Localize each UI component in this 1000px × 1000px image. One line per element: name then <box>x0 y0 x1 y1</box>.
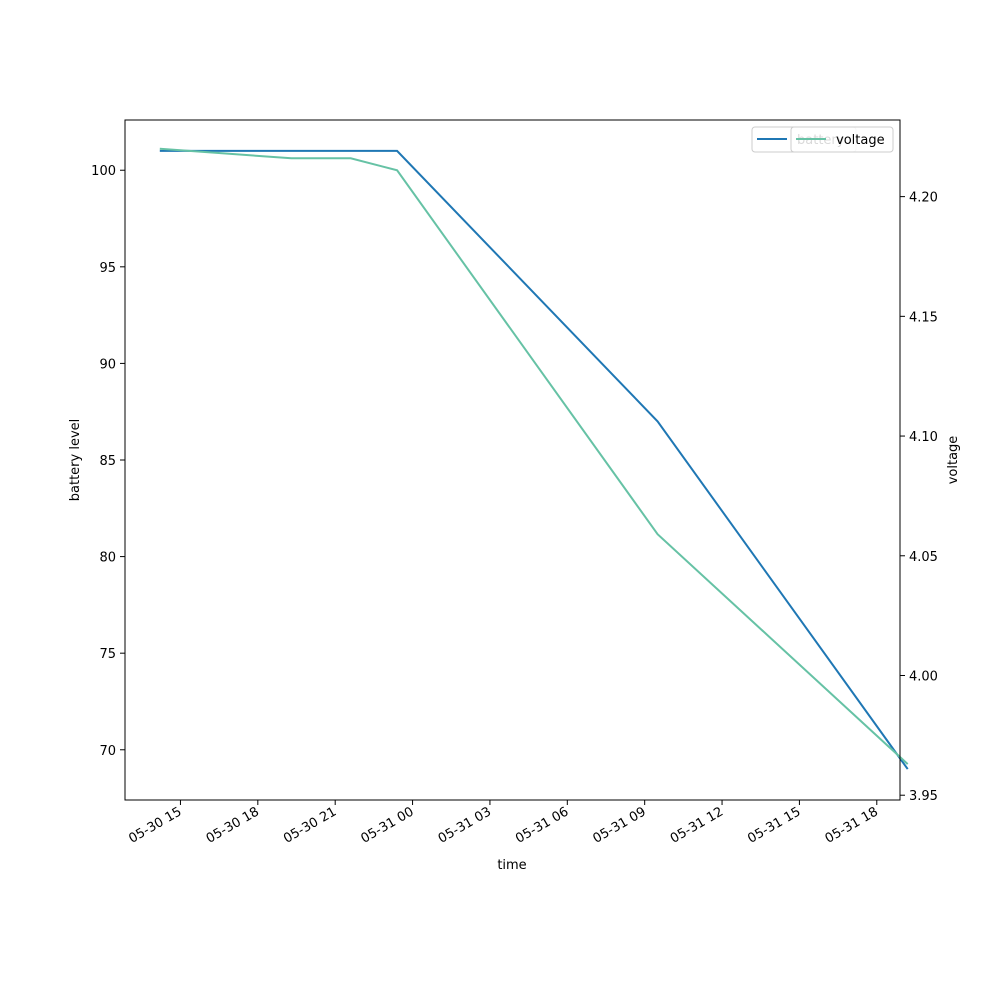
battery-point <box>906 767 910 771</box>
y-left-tick-label: 70 <box>99 744 116 759</box>
voltage-point <box>906 762 910 766</box>
voltage-point <box>158 147 162 151</box>
voltage-point <box>656 532 660 536</box>
x-axis-title: time <box>497 858 526 873</box>
battery-points <box>158 149 910 771</box>
y-left-tick-label: 90 <box>99 357 116 372</box>
x-tick-label: 05-31 03 <box>436 804 494 846</box>
x-tick-label: 05-30 15 <box>126 804 184 846</box>
x-tick-label: 05-31 00 <box>358 804 416 846</box>
y-right-tick-label: 4.05 <box>909 550 938 565</box>
plot-frame <box>124 119 901 801</box>
y-left-tick-label: 95 <box>99 261 116 276</box>
y-right-tick-label: 4.00 <box>909 669 938 684</box>
y-axis-right-title: voltage <box>946 436 961 485</box>
x-tick-label: 05-31 09 <box>591 804 649 846</box>
y-right-tick-label: 4.10 <box>909 430 938 445</box>
x-tick-label: 05-31 06 <box>513 804 571 846</box>
y-left-tick-label: 100 <box>91 164 116 179</box>
y-right-tick-label: 4.20 <box>909 191 938 206</box>
y-left-tick-label: 75 <box>99 647 116 662</box>
y-left-tick-label: 85 <box>99 454 116 469</box>
voltage-points <box>158 147 910 766</box>
x-tick-label: 05-31 15 <box>745 804 803 846</box>
y-axis-left-title: battery level <box>68 419 83 502</box>
y-axis-right: 3.95 4.00 4.05 4.10 4.15 4.20 <box>900 191 938 804</box>
voltage-point <box>395 168 399 172</box>
y-left-tick-label: 80 <box>99 551 116 566</box>
x-tick-label: 05-30 18 <box>204 804 262 846</box>
x-tick-label: 05-31 18 <box>823 804 881 846</box>
x-tick-label: 05-30 21 <box>281 804 339 846</box>
x-axis: 05-30 15 05-30 18 05-30 21 05-31 00 05-31 03… <box>126 800 881 847</box>
y-right-tick-label: 3.95 <box>909 789 938 804</box>
voltage-point <box>349 156 353 160</box>
voltage-point <box>289 156 293 160</box>
y-axis-left: 70 75 80 85 90 95 100 <box>91 164 125 759</box>
legend-voltage-label: voltage <box>836 133 885 148</box>
voltage-series-line <box>159 147 909 765</box>
y-right-tick-label: 4.15 <box>909 310 938 325</box>
battery-point <box>656 419 660 423</box>
x-tick-label: 05-31 12 <box>668 804 726 846</box>
battery-series-line <box>159 149 909 770</box>
legend-voltage: voltage <box>790 126 894 153</box>
battery-point <box>395 149 399 153</box>
